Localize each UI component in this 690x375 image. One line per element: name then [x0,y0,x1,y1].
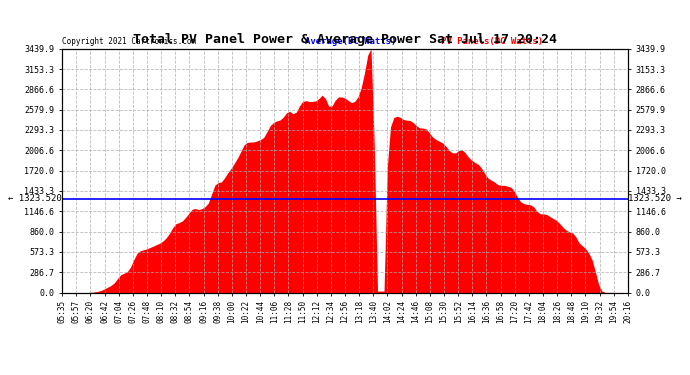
Text: Average(DC Watts): Average(DC Watts) [306,38,397,46]
Title: Total PV Panel Power & Average Power Sat Jul 17 20:24: Total PV Panel Power & Average Power Sat… [133,33,557,46]
Text: ← 1323.520: ← 1323.520 [8,194,61,203]
Text: PV Panels(DC Watts): PV Panels(DC Watts) [441,38,543,46]
Text: 1323.520 →: 1323.520 → [629,194,682,203]
Text: Copyright 2021 Cartronics.com: Copyright 2021 Cartronics.com [62,38,196,46]
